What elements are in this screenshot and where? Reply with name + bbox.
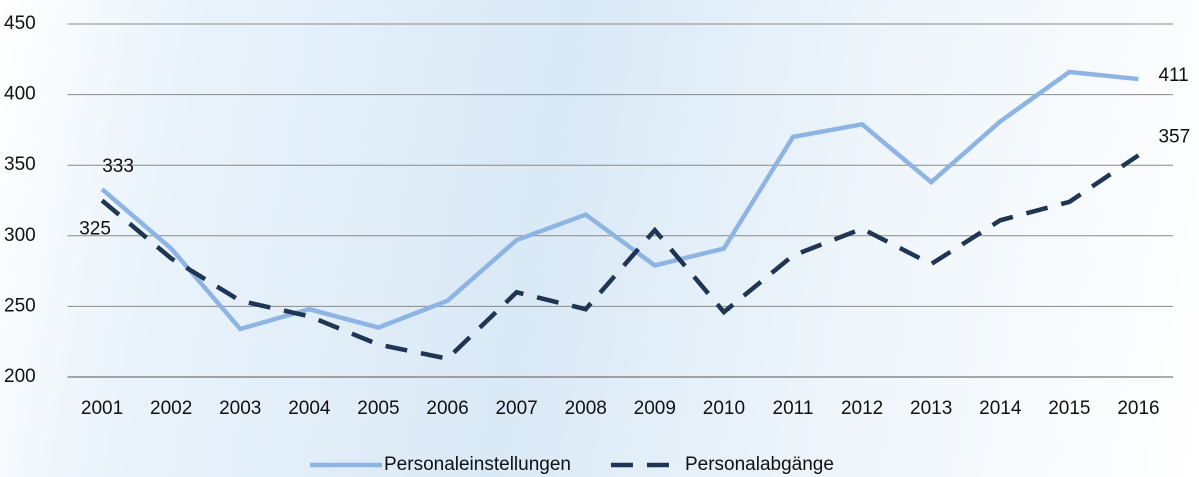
x-tick-label: 2003 xyxy=(219,398,261,419)
y-tick-label: 400 xyxy=(4,84,36,105)
x-tick-label: 2007 xyxy=(495,398,537,419)
x-tick-label: 2010 xyxy=(703,398,745,419)
line-series xyxy=(100,69,1139,332)
x-tick-label: 2016 xyxy=(1117,398,1159,419)
x-tick-label: 2011 xyxy=(773,398,814,419)
line-series xyxy=(100,153,1140,362)
data-label: 333 xyxy=(102,156,134,177)
y-tick-label: 200 xyxy=(4,366,36,387)
x-tick-label: 2014 xyxy=(979,398,1022,419)
y-tick-label: 350 xyxy=(4,154,36,175)
data-label: 411 xyxy=(1158,65,1188,86)
x-tick-label: 2001 xyxy=(81,398,123,419)
x-tick-label: 2015 xyxy=(1048,398,1090,419)
y-tick-label: 300 xyxy=(4,225,36,246)
legend-label: Personaleinstellungen xyxy=(384,454,571,475)
x-tick-label: 2006 xyxy=(426,398,468,419)
x-tick-label: 2009 xyxy=(634,398,676,419)
x-tick-label: 2004 xyxy=(288,398,331,419)
legend-label: Personalabgänge xyxy=(685,454,834,475)
data-label: 357 xyxy=(1158,126,1190,147)
x-tick-label: 2013 xyxy=(910,398,952,419)
y-tick-label: 450 xyxy=(4,13,36,34)
x-tick-label: 2008 xyxy=(565,398,607,419)
x-tick-label: 2012 xyxy=(841,398,883,419)
x-tick-label: 2002 xyxy=(150,398,192,419)
x-tick-label: 2005 xyxy=(357,398,399,419)
y-tick-label: 250 xyxy=(4,295,36,316)
data-label: 325 xyxy=(79,219,111,240)
